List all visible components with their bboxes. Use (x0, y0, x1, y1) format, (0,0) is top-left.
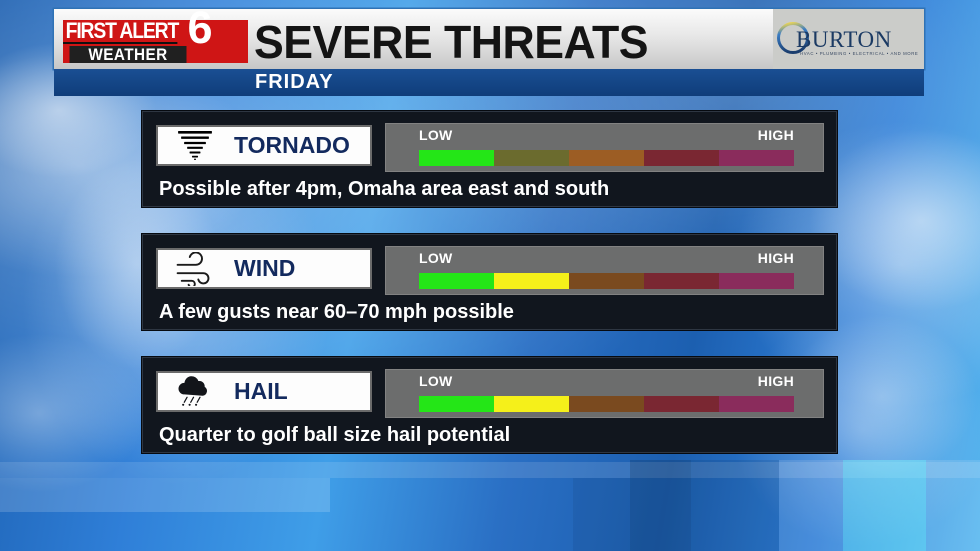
svg-text:HVAC • PLUMBING • ELECTRICAL •: HVAC • PLUMBING • ELECTRICAL • AND MORE (800, 51, 918, 56)
svg-text:6: 6 (187, 10, 212, 52)
svg-text:BURTON: BURTON (796, 27, 892, 52)
